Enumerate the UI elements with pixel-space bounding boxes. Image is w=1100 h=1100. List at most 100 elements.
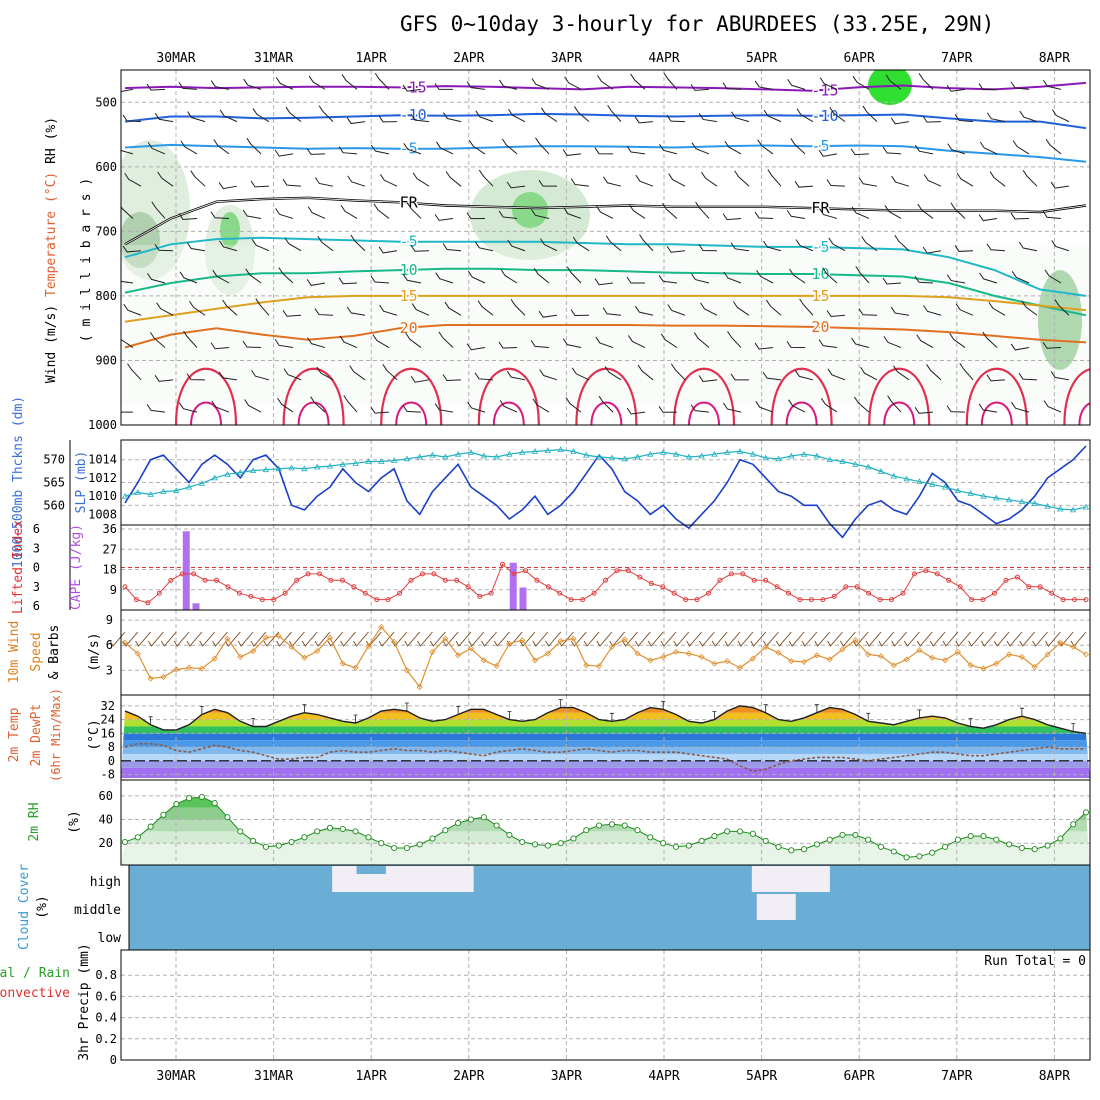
surface-wind-barb	[1045, 631, 1061, 647]
isotherm-label: -5	[811, 238, 829, 256]
wind-barb	[314, 177, 334, 187]
wind-barb	[186, 373, 206, 381]
date-tick-label-top: 5APR	[746, 51, 777, 66]
wind-speed-point	[993, 660, 1000, 667]
cloud-block	[751, 866, 830, 892]
rh-point	[121, 838, 129, 846]
date-tick-label-bottom: 1APR	[356, 1069, 387, 1084]
rh-point	[698, 837, 705, 844]
lifted-index-point	[580, 597, 586, 603]
lifted-index-point	[1049, 590, 1055, 596]
rh-tick-label: 40	[99, 813, 113, 827]
wind-barb	[570, 309, 590, 316]
rh-band	[121, 819, 1090, 832]
slp-point	[185, 483, 193, 490]
slp-point	[531, 448, 539, 454]
slp-point	[198, 480, 206, 486]
wind-barb	[690, 404, 710, 413]
wind-barb	[186, 242, 206, 252]
wind-barb	[827, 368, 846, 381]
rh-point	[672, 843, 680, 850]
slp-point	[390, 457, 398, 463]
wind-barb	[151, 201, 166, 219]
surface-wind-barb	[237, 631, 254, 647]
wind-barb	[666, 114, 686, 123]
wind-speed-point	[301, 654, 308, 661]
wind-barb	[316, 366, 334, 381]
slp-point	[1082, 503, 1090, 510]
temperature-band	[121, 699, 1090, 706]
pressure-tick-label: 1000	[88, 418, 117, 432]
isotherm-line	[297, 401, 330, 425]
lifted-index-point	[328, 577, 334, 583]
surface-wind-barb	[1070, 631, 1087, 647]
minmax-marker	[148, 716, 153, 725]
lifted-index-point	[706, 590, 711, 596]
wind-barb	[852, 75, 870, 90]
wind-barb	[986, 112, 1006, 123]
rh-point	[314, 828, 321, 835]
wind-barb	[213, 139, 230, 155]
wind-barb	[727, 331, 742, 348]
wind-speed-point	[480, 657, 487, 664]
wind-barb	[255, 298, 270, 316]
wind-speed-point	[583, 662, 590, 669]
lifted-index-point	[133, 597, 139, 603]
wind-tick-label: 9	[106, 613, 113, 627]
wind-barb	[690, 84, 710, 91]
isotherm-line	[124, 143, 1087, 163]
wind-speed-point	[826, 656, 833, 663]
wind-barb	[884, 205, 902, 219]
wind-barb	[435, 272, 454, 284]
wind-barb	[883, 336, 902, 349]
wind-barb	[1018, 372, 1038, 381]
wind-speed-point	[801, 658, 808, 665]
wind-barb	[890, 306, 910, 316]
temperature-band	[121, 719, 1090, 727]
wind-barb	[722, 402, 742, 413]
wind-speed-point	[429, 648, 436, 655]
rh-ylabel: (%)	[67, 810, 82, 833]
rh-point	[647, 834, 654, 841]
slp-point	[570, 448, 577, 454]
wind-barb	[349, 365, 366, 381]
wind-barb	[826, 179, 846, 187]
wind-barb	[438, 331, 454, 348]
rh-point	[301, 834, 308, 841]
slp-point	[1018, 498, 1026, 505]
wind-barb	[1011, 401, 1030, 413]
isotherm-line	[190, 401, 222, 425]
lifted-index-point	[751, 577, 757, 583]
date-tick-label-bottom: 31MAR	[254, 1069, 293, 1084]
rh-point	[224, 814, 231, 821]
minmax-marker	[661, 700, 666, 710]
isotherm-label: 20	[400, 319, 418, 337]
wind-speed-point	[634, 650, 641, 657]
lifted-index-point	[900, 590, 906, 596]
temperature-tick-label: -8	[101, 768, 115, 782]
wind-barb	[602, 307, 622, 316]
wind-barb	[402, 84, 422, 92]
lifted-index-point	[511, 571, 517, 577]
ylabel-part: Temperature (°C)	[44, 164, 59, 297]
wind-barb	[572, 236, 590, 252]
lifted-index-point	[591, 590, 597, 596]
rh-point	[1070, 821, 1077, 828]
pressure-tick-label: 600	[95, 160, 117, 174]
rh-point	[1057, 835, 1064, 842]
lifted-index-point	[808, 597, 814, 603]
wind-barb	[222, 299, 238, 316]
lifted-index-point	[934, 571, 940, 577]
lifted-index-point	[294, 577, 300, 583]
wind-barb	[1021, 300, 1038, 316]
wind-speed-point	[160, 673, 167, 681]
cloud-ylabel: Cloud Cover	[17, 864, 32, 950]
surface-wind-barb	[647, 631, 664, 647]
wind-ylabel: 10m Wind	[7, 621, 22, 684]
wind-speed-point	[865, 651, 872, 658]
lifted-index-ylabel: Lifted Index	[11, 520, 26, 614]
lifted-index-point	[694, 597, 700, 603]
wind-barb	[403, 143, 422, 155]
wind-speed-point	[519, 637, 526, 644]
